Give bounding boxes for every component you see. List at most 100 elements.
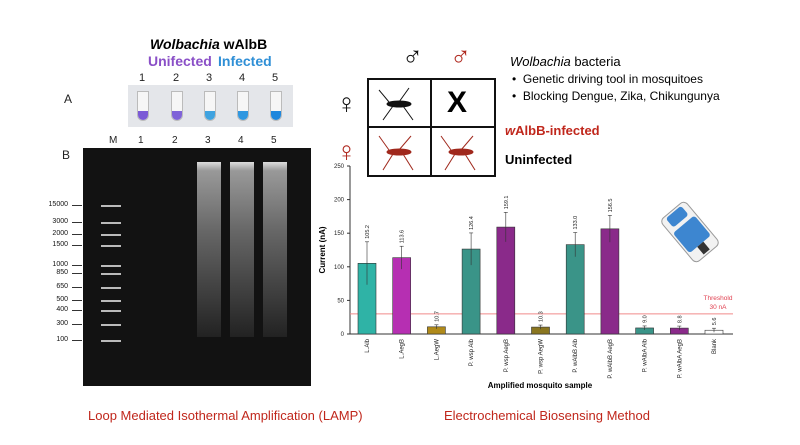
category-label: P. wAlbA AegB [677, 339, 683, 378]
ladder-band [101, 222, 121, 224]
category-label: P. wAlbA Alb [643, 338, 649, 372]
tube-liquid [138, 111, 148, 120]
y-tick-label: 100 [334, 265, 345, 271]
female-symbol-black: ♀ [336, 88, 357, 119]
tube-liquid [205, 111, 215, 120]
panel-a-title: Wolbachia wAlbB [150, 36, 267, 52]
ladder-band [101, 300, 121, 302]
ladder-label: 400 [56, 306, 68, 313]
tube-number: 5 [272, 72, 279, 84]
y-tick-label: 0 [341, 332, 345, 338]
x-mark: X [447, 86, 468, 119]
male-symbol-black: ♂ [402, 40, 423, 71]
ladder-label: 300 [56, 320, 68, 327]
ladder-band [101, 234, 121, 236]
threshold-value: 30 nA [710, 304, 728, 311]
female-symbol-red: ♀ [336, 136, 357, 167]
category-label: P. wsp AegB [504, 339, 510, 372]
cross-grid: X [367, 78, 496, 177]
ladder-tick [72, 234, 82, 235]
threshold-label: Threshold [704, 295, 733, 302]
ladder-label: 500 [56, 296, 68, 303]
bullet-text: Blocking Dengue, Zika, Chikungunya [522, 89, 720, 103]
y-tick-label: 200 [334, 198, 345, 204]
bullet-text: Genetic driving tool in mosquitoes [522, 72, 703, 86]
info-title: Wolbachia bacteria [510, 54, 621, 69]
y-tick-label: 50 [337, 298, 344, 304]
caption-electrochemical: Electrochemical Biosensing Method [444, 408, 650, 423]
biosensor-icon [661, 201, 719, 263]
infected-prefix: w [505, 123, 516, 138]
tube-number: 4 [239, 72, 246, 84]
lane-label: 2 [172, 135, 178, 146]
info-title-rest: bacteria [570, 54, 621, 69]
ladder-tick [72, 273, 82, 274]
value-label: 10.3 [539, 311, 545, 322]
tube-liquid [271, 111, 281, 120]
gel-image [83, 148, 311, 386]
ladder-tick [72, 340, 82, 341]
tube-liquid [238, 111, 248, 120]
panel-a-label: A [64, 92, 73, 106]
ladder-band [101, 265, 121, 267]
bullet-item: • Blocking Dengue, Zika, Chikungunya [512, 89, 720, 103]
y-tick-label: 250 [334, 164, 345, 170]
category-label: P. wsp Alb [469, 338, 475, 366]
tube [270, 91, 282, 121]
male-symbol-red: ♂ [450, 40, 471, 71]
category-label: Blank [712, 338, 718, 354]
ladder-tick [72, 310, 82, 311]
ladder-tick [72, 222, 82, 223]
lane-label: 3 [205, 135, 211, 146]
caption-lamp: Loop Mediated Isothermal Amplification (… [88, 408, 363, 423]
uninfected-legend: Uninfected [505, 152, 573, 167]
ladder-band [101, 310, 121, 312]
tube [204, 91, 216, 121]
ladder-tick [72, 265, 82, 266]
value-label: 5.6 [712, 318, 718, 326]
category-label: L.Alb [365, 338, 371, 352]
tube-number: 3 [206, 72, 213, 84]
infected-rest: AlbB-infected [515, 123, 600, 138]
ladder-band [101, 324, 121, 326]
bar-7 [600, 228, 620, 335]
gel-lane-band [230, 162, 254, 337]
tube-number: 2 [173, 72, 180, 84]
value-label: 159.1 [504, 196, 510, 210]
ladder-tick [72, 205, 82, 206]
ladder-band [101, 245, 121, 247]
gel-lane-band [263, 162, 287, 337]
value-label: 8.8 [677, 315, 683, 323]
bar-1 [392, 257, 412, 335]
info-bullets: • Genetic driving tool in mosquitoes • B… [512, 71, 720, 105]
lane-label: M [109, 135, 118, 146]
tube-photo [128, 85, 293, 127]
value-label: 156.5 [608, 199, 614, 213]
value-label: 126.4 [469, 216, 475, 230]
ladder-label: 2000 [52, 230, 68, 237]
category-label: P. wAlbB AegB [608, 339, 614, 379]
value-label: 105.2 [365, 225, 371, 239]
category-label: P. wsp AegW [539, 339, 545, 374]
bullet-item: • Genetic driving tool in mosquitoes [512, 72, 703, 86]
panel-b-label: B [62, 148, 71, 162]
tube-number: 1 [139, 72, 146, 84]
infected-label: Infected [218, 53, 272, 69]
lane-label: 4 [238, 135, 244, 146]
ladder-band [101, 340, 121, 342]
value-label: 133.0 [573, 216, 579, 230]
gel-lane-band [197, 162, 221, 337]
uninfected-label: Unifected [148, 53, 212, 69]
x-axis-label: Amplified mosquito sample [488, 381, 593, 390]
tube-liquid [172, 111, 182, 120]
value-label: 9.0 [643, 315, 649, 323]
ladder-label: 100 [56, 336, 68, 343]
lane-label: 5 [271, 135, 277, 146]
bar-6 [565, 244, 585, 335]
ladder-label: 1000 [52, 261, 68, 268]
category-label: L.AegW [434, 339, 440, 361]
mosquito-icon [378, 87, 414, 121]
ladder-label: 1500 [52, 241, 68, 248]
